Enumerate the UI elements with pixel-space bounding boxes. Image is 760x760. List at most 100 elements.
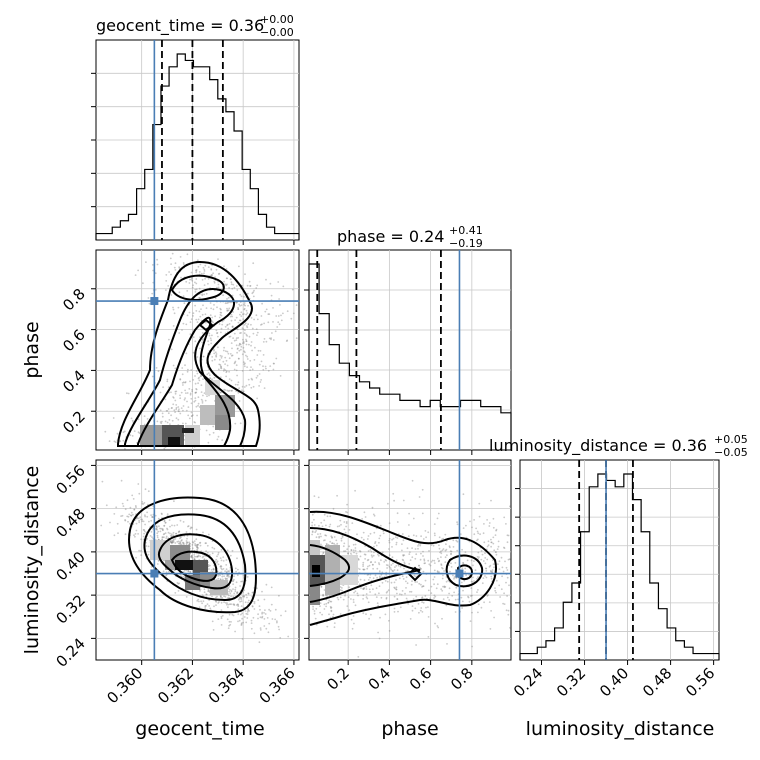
sample-point: [386, 590, 389, 593]
sample-point: [245, 612, 248, 615]
sample-point: [418, 564, 420, 567]
sample-point: [198, 376, 201, 379]
sample-point: [246, 325, 248, 327]
sample-point: [184, 364, 186, 367]
sample-point: [252, 291, 255, 294]
sample-point: [271, 618, 274, 620]
sample-point: [235, 369, 238, 372]
sample-point: [224, 325, 227, 328]
sample-point: [186, 541, 189, 544]
sample-point: [123, 430, 126, 433]
sample-point: [470, 587, 473, 589]
sample-point: [230, 319, 233, 322]
sample-point: [214, 315, 217, 318]
sample-point: [242, 574, 245, 577]
sample-point: [197, 547, 200, 549]
sample-point: [145, 545, 148, 547]
sample-point: [254, 346, 256, 349]
sample-point: [197, 265, 200, 268]
sample-point: [156, 534, 159, 537]
sample-point: [213, 547, 216, 550]
sample-point: [203, 591, 206, 594]
sample-point: [373, 531, 376, 534]
sample-point: [245, 340, 248, 343]
sample-point: [374, 574, 377, 577]
sample-point: [176, 540, 179, 543]
sample-point: [237, 598, 240, 601]
sample-point: [422, 601, 425, 604]
sample-point: [506, 576, 509, 579]
sample-point: [250, 386, 253, 389]
sample-point: [200, 272, 203, 275]
sample-point: [251, 591, 254, 594]
sample-point: [483, 541, 486, 544]
sample-point: [505, 581, 507, 584]
sample-point: [388, 522, 391, 525]
sample-point: [149, 535, 152, 537]
sample-point: [218, 316, 221, 319]
sample-point: [268, 313, 271, 315]
sample-point: [186, 400, 188, 403]
sample-point: [263, 618, 266, 620]
sample-point: [427, 616, 430, 618]
sample-point: [423, 562, 426, 565]
sample-point: [253, 602, 256, 605]
sample-point: [330, 607, 332, 609]
sample-point: [259, 627, 262, 629]
sample-point: [129, 522, 131, 525]
sample-point: [279, 637, 282, 639]
sample-point: [169, 532, 171, 535]
sample-point: [341, 587, 343, 589]
sample-point: [175, 532, 178, 535]
sample-point: [440, 552, 443, 555]
sample-point: [204, 605, 207, 608]
sample-point: [252, 616, 255, 619]
sample-point: [322, 551, 325, 554]
sample-point: [239, 600, 242, 603]
sample-point: [315, 536, 318, 539]
sample-point: [129, 434, 132, 437]
sample-point: [295, 337, 298, 339]
sample-point: [451, 595, 454, 597]
panel-ld-vs-gt: [95, 459, 300, 661]
sample-point: [230, 354, 233, 357]
sample-point: [138, 521, 141, 524]
sample-point: [265, 627, 268, 630]
sample-point: [422, 538, 425, 540]
sample-point: [232, 603, 235, 606]
sample-point: [452, 574, 454, 577]
sample-point: [477, 576, 479, 578]
sample-point: [411, 479, 414, 482]
sample-point: [192, 541, 195, 544]
sample-point: [284, 610, 287, 613]
sample-point: [270, 338, 272, 341]
sample-point: [276, 621, 278, 624]
sample-point: [228, 389, 231, 392]
sample-point: [485, 570, 488, 572]
sample-point: [192, 284, 195, 287]
density-cell: [175, 560, 193, 570]
sample-point: [404, 570, 407, 573]
sample-point: [412, 517, 415, 520]
sample-point: [441, 577, 444, 580]
sample-point: [313, 610, 316, 612]
sample-point: [164, 398, 167, 401]
sample-point: [126, 392, 128, 395]
sample-point: [469, 520, 471, 523]
sample-point: [224, 363, 227, 365]
sample-point: [174, 392, 177, 395]
sample-point: [497, 563, 499, 565]
sample-point: [465, 574, 467, 577]
sample-point: [245, 384, 248, 387]
sample-point: [206, 603, 209, 605]
sample-point: [420, 568, 422, 570]
sample-point: [143, 530, 146, 533]
sample-point: [181, 367, 184, 369]
sample-point: [375, 544, 378, 547]
sample-point: [196, 546, 199, 549]
sample-point: [362, 538, 365, 541]
sample-point: [501, 575, 503, 578]
sample-point: [195, 388, 198, 390]
contour-outer: [309, 510, 497, 626]
